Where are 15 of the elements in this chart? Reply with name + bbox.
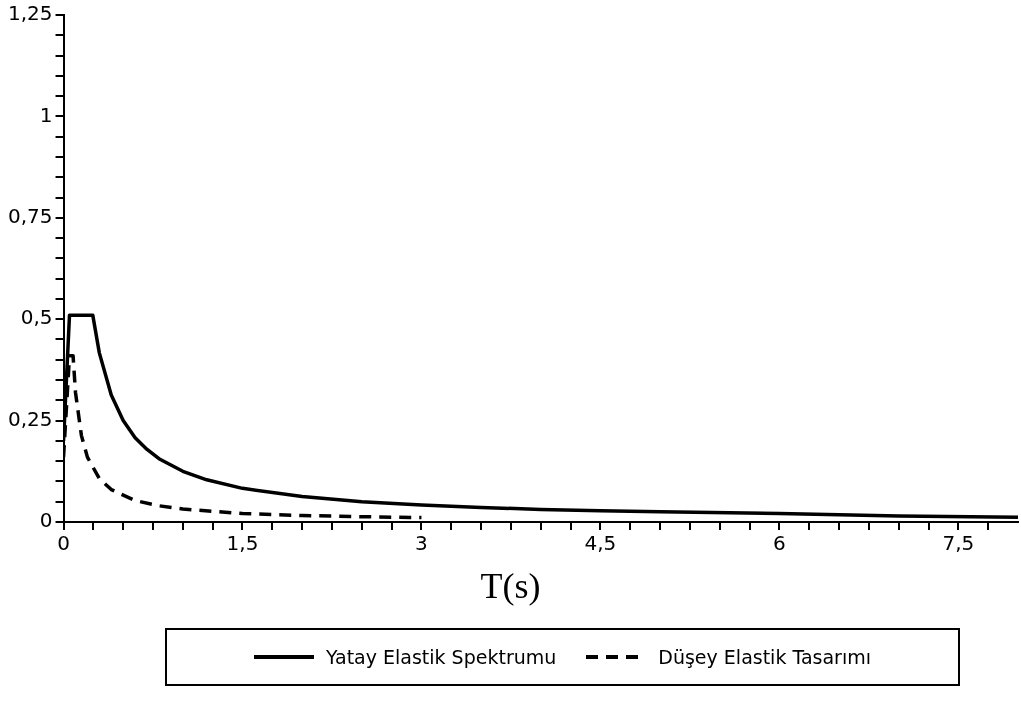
x-tick-label: 3 — [415, 531, 428, 556]
x-tick-label: 0 — [57, 531, 70, 556]
x-axis-title: T(s) — [479, 565, 542, 607]
x-tick-label: 4,5 — [584, 531, 617, 556]
x-tick-label: 1,5 — [226, 531, 259, 556]
y-tick-label: 0,25 — [8, 406, 53, 431]
y-tick-label: 1,25 — [8, 1, 53, 26]
x-tick-label: 7,5 — [942, 531, 975, 556]
x-tick-label: 6 — [773, 531, 786, 556]
y-tick-label: 0,75 — [8, 204, 53, 228]
legend-label: Düşey Elastik Tasarımı — [658, 646, 871, 668]
y-tick-label: 0 — [39, 508, 53, 533]
y-tick-label: 0,5 — [20, 305, 53, 330]
y-tick-label: 1 — [39, 102, 53, 127]
legend-label: Yatay Elastik Spektrumu — [326, 646, 557, 668]
